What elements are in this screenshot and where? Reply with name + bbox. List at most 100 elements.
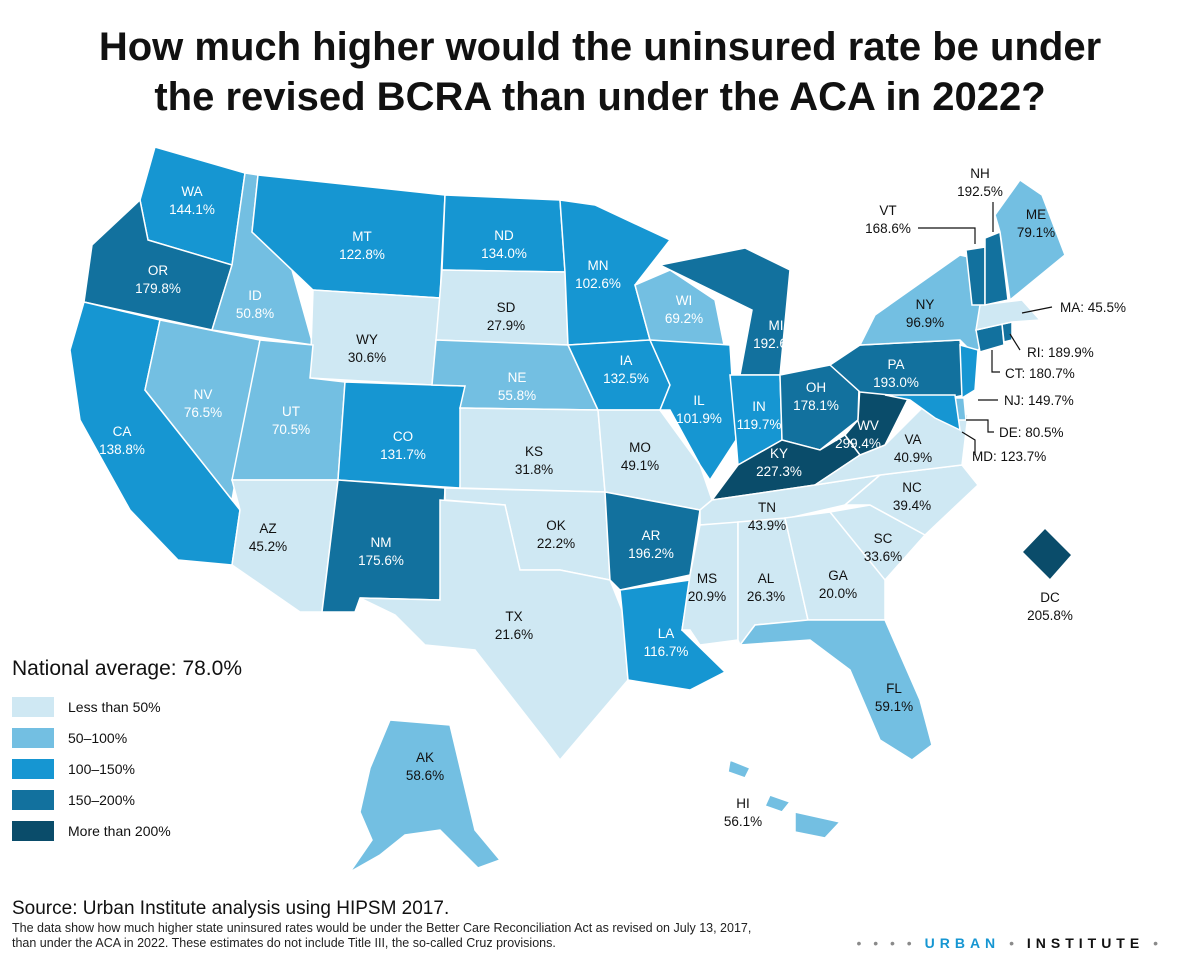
value-mo: 49.1%: [621, 458, 659, 473]
state-MA[interactable]: [975, 299, 1042, 331]
state-AR[interactable]: [604, 491, 701, 591]
state-MS[interactable]: [681, 521, 739, 646]
note-line-2: than under the ACA in 2022. These estima…: [12, 936, 556, 950]
legend: National average: 78.0% Less than 50% 50…: [12, 657, 242, 846]
value-dc: 205.8%: [1027, 608, 1073, 623]
note-line-1: The data show how much higher state unin…: [12, 921, 752, 935]
leader-md: [961, 431, 976, 455]
value-tx: 21.6%: [495, 627, 533, 642]
state-NV[interactable]: [144, 319, 261, 502]
abbr-mo: MO: [629, 440, 651, 455]
label-la: LA 116.7%: [644, 626, 689, 659]
legend-swatch-lt50: [12, 696, 54, 717]
value-va: 40.9%: [894, 450, 932, 465]
label-dc: DC 205.8%: [1027, 590, 1073, 623]
state-TX[interactable]: [359, 499, 629, 762]
abbr-ne: NE: [508, 370, 527, 385]
value-wv: 299.4%: [835, 436, 881, 451]
legend-item-gt200: More than 200%: [12, 815, 242, 846]
callout-ct: CT: 180.7%: [1005, 366, 1075, 381]
state-AK[interactable]: [349, 719, 502, 873]
label-il: IL 101.9%: [676, 393, 722, 426]
legend-label-50-100: 50–100%: [68, 729, 128, 746]
state-FL[interactable]: [738, 619, 933, 761]
label-mo: MO 49.1%: [621, 440, 659, 473]
value-ut: 70.5%: [272, 422, 310, 437]
legend-swatch-50-100: [12, 727, 54, 748]
state-HI[interactable]: [727, 758, 842, 839]
label-ms: MS 20.9%: [688, 571, 726, 604]
legend-item-50-100: 50–100%: [12, 722, 242, 753]
state-RI[interactable]: [1001, 321, 1013, 343]
abbr-nm: NM: [371, 535, 392, 550]
abbr-ny: NY: [916, 297, 935, 312]
abbr-ak: AK: [416, 750, 434, 765]
abbr-la: LA: [658, 626, 675, 641]
value-ar: 196.2%: [628, 546, 674, 561]
label-ky: KY 227.3%: [756, 446, 802, 479]
state-labels: WA 144.1% OR 179.8% CA 138.8% ID 50.8% NV 76.…: [99, 184, 1073, 829]
leader-ri: [1009, 333, 1021, 351]
abbr-co: CO: [393, 429, 413, 444]
legend-label-lt50: Less than 50%: [68, 698, 161, 715]
label-ne: NE 55.8%: [498, 370, 536, 403]
value-in: 119.7%: [737, 417, 782, 432]
abbr-sd: SD: [497, 300, 516, 315]
leader-de: [966, 419, 994, 433]
value-il: 101.9%: [676, 411, 722, 426]
abbr-tn: TN: [758, 500, 776, 515]
callout-vt-value: 168.6%: [865, 221, 911, 236]
value-ks: 31.8%: [515, 462, 553, 477]
state-DC[interactable]: [1020, 526, 1074, 582]
state-MD[interactable]: [884, 394, 961, 432]
abbr-nd: ND: [494, 228, 514, 243]
label-mi: MI 192.6%: [753, 318, 799, 351]
value-la: 116.7%: [644, 644, 689, 659]
label-sc: SC 33.6%: [864, 531, 902, 564]
abbr-nc: NC: [902, 480, 922, 495]
abbr-or: OR: [148, 263, 169, 278]
abbr-ut: UT: [282, 404, 300, 419]
legend-swatch-gt200: [12, 820, 54, 841]
state-NJ[interactable]: [959, 344, 979, 400]
abbr-ok: OK: [546, 518, 566, 533]
label-fl: FL 59.1%: [875, 681, 913, 714]
label-ut: UT 70.5%: [272, 404, 310, 437]
callout-nh-abbr: NH: [970, 166, 990, 181]
logo-dot-right: •: [1153, 935, 1162, 951]
value-mn: 102.6%: [575, 276, 621, 291]
abbr-mi: MI: [769, 318, 784, 333]
value-fl: 59.1%: [875, 699, 913, 714]
state-GA[interactable]: [784, 511, 886, 621]
abbr-dc: DC: [1040, 590, 1060, 605]
abbr-id: ID: [248, 288, 262, 303]
label-nc: NC 39.4%: [893, 480, 931, 513]
abbr-mn: MN: [588, 258, 609, 273]
callout-nh-value: 192.5%: [957, 184, 1003, 199]
value-sd: 27.9%: [487, 318, 525, 333]
abbr-fl: FL: [886, 681, 902, 696]
abbr-az: AZ: [259, 521, 276, 536]
legend-title: National average: 78.0%: [12, 657, 242, 680]
value-nm: 175.6%: [358, 553, 404, 568]
value-nd: 134.0%: [481, 246, 527, 261]
abbr-il: IL: [693, 393, 705, 408]
legend-item-lt50: Less than 50%: [12, 691, 242, 722]
value-hi: 56.1%: [724, 814, 762, 829]
abbr-ks: KS: [525, 444, 543, 459]
state-NH[interactable]: [984, 230, 1009, 306]
abbr-va: VA: [904, 432, 921, 447]
logo-urban: URBAN: [924, 935, 1001, 951]
label-oh: OH 178.1%: [793, 380, 839, 413]
methodology-note: The data show how much higher state unin…: [12, 921, 812, 951]
legend-label-gt200: More than 200%: [68, 822, 171, 839]
value-al: 26.3%: [747, 589, 785, 604]
label-ok: OK 22.2%: [537, 518, 575, 551]
state-ME[interactable]: [994, 178, 1066, 302]
label-az: AZ 45.2%: [249, 521, 287, 554]
leader-vt: [918, 227, 976, 244]
abbr-nv: NV: [194, 387, 213, 402]
label-wy: WY 30.6%: [348, 332, 386, 365]
abbr-ar: AR: [642, 528, 661, 543]
